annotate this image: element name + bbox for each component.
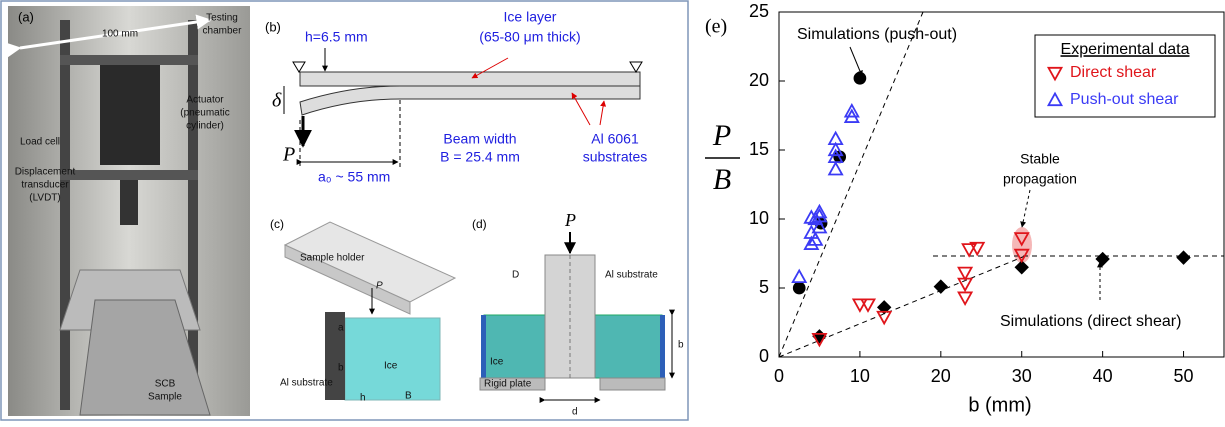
actuator <box>100 65 160 165</box>
al-substrate <box>545 255 595 378</box>
label: Ice <box>490 357 504 368</box>
annotation: Stable <box>1020 151 1060 167</box>
ice <box>345 318 440 400</box>
label: (65-80 μm thick) <box>479 29 580 45</box>
label: Testing <box>206 13 238 24</box>
point <box>1177 251 1190 264</box>
label: (LVDT) <box>29 193 60 204</box>
label: Displacement <box>15 167 76 178</box>
label: transducer <box>21 180 69 191</box>
x-tick-label: 50 <box>1174 366 1194 386</box>
y-tick-label: 15 <box>749 139 769 159</box>
annotation: propagation <box>1003 171 1077 187</box>
panel-e: Experimental data Stable propagation (e)… <box>705 1 1224 417</box>
point <box>793 282 805 294</box>
frame <box>60 20 70 410</box>
label: B = 25.4 mm <box>440 149 520 165</box>
label: D <box>512 270 519 281</box>
label: b <box>678 340 684 351</box>
panel-label: (d) <box>472 217 487 231</box>
x-tick-label: 10 <box>850 366 870 386</box>
point <box>1096 253 1109 266</box>
x-tick-label: 0 <box>774 366 784 386</box>
panel-a: (a) 100 mm Testing chamber Actuator (pne… <box>8 6 250 416</box>
support <box>293 62 305 72</box>
y-label-denominator: B <box>713 163 731 196</box>
label: (pneumatic <box>180 108 229 119</box>
label: h=6.5 mm <box>305 29 368 45</box>
label: Beam width <box>443 131 516 147</box>
support <box>630 62 642 72</box>
legend-title: Experimental data <box>1061 41 1190 58</box>
beam-top <box>300 72 640 86</box>
annotation: Simulations (direct shear) <box>1000 313 1181 330</box>
panel-label: (a) <box>18 9 34 24</box>
label: P <box>376 281 383 292</box>
label: Sample <box>148 392 182 403</box>
label: Al 6061 <box>591 131 639 147</box>
arrow <box>1022 190 1030 227</box>
beam-bottom <box>300 86 640 115</box>
label: a <box>338 323 344 334</box>
label: Rigid plate <box>484 379 532 390</box>
label: substrates <box>583 149 648 165</box>
x-tick-label: 20 <box>931 366 951 386</box>
panel-b: (b) h=6.5 mm Ice layer (65-80 μm thick) … <box>265 9 647 185</box>
label: b <box>338 363 344 374</box>
label: h <box>360 393 366 404</box>
label: δ <box>272 90 282 112</box>
panel-label: (c) <box>270 217 284 231</box>
point <box>959 292 972 304</box>
label: Ice <box>384 361 398 372</box>
label: Al substrate <box>280 378 333 389</box>
point <box>854 72 866 84</box>
label: SCB <box>155 379 176 390</box>
y-tick-label: 0 <box>759 346 769 366</box>
frame <box>60 55 198 65</box>
fit-line <box>779 12 923 357</box>
point <box>829 163 842 175</box>
label: Actuator <box>186 95 224 106</box>
annotation: Simulations (push-out) <box>797 26 957 43</box>
legend-label: Push-out shear <box>1070 91 1179 108</box>
label: Ice layer <box>504 9 557 25</box>
point <box>934 280 947 293</box>
y-tick-label: 20 <box>749 70 769 90</box>
y-tick-label: 10 <box>749 208 769 228</box>
arrow <box>850 47 862 76</box>
x-tick-label: 40 <box>1093 366 1113 386</box>
point <box>963 244 976 256</box>
label: chamber <box>203 26 243 37</box>
label: cylinder) <box>186 121 224 132</box>
point <box>959 268 972 280</box>
fit-line <box>779 256 1025 357</box>
label: P <box>282 144 295 166</box>
load-cell <box>120 180 138 225</box>
panel-label: (e) <box>705 16 727 38</box>
legend-label: Direct shear <box>1070 64 1157 81</box>
label: Al substrate <box>605 270 658 281</box>
figure: (a) 100 mm Testing chamber Actuator (pne… <box>0 0 1225 422</box>
panel-c: (c) Sample holder P a b Ice Al substrate… <box>270 217 455 403</box>
panel-label: (b) <box>265 19 281 34</box>
label: d <box>572 407 578 418</box>
panel-d: (d) P D Al substrate Ice b Rigid plate d <box>472 210 684 418</box>
label: Sample holder <box>300 253 365 264</box>
label: 100 mm <box>102 29 138 40</box>
label: B <box>405 391 412 402</box>
side-wall <box>660 315 665 378</box>
side-wall <box>481 315 486 378</box>
point <box>793 270 806 282</box>
frame <box>60 170 198 180</box>
y-tick-label: 25 <box>749 1 769 21</box>
label: a₀ ~ 55 mm <box>318 169 390 185</box>
y-tick-label: 5 <box>759 277 769 297</box>
x-label: b (mm) <box>968 394 1031 416</box>
rigid-plate <box>600 378 665 390</box>
label: Load cell <box>20 137 60 148</box>
label: P <box>564 210 576 230</box>
y-label-numerator: P <box>712 119 731 152</box>
x-tick-label: 30 <box>1012 366 1032 386</box>
arrow <box>600 101 604 125</box>
